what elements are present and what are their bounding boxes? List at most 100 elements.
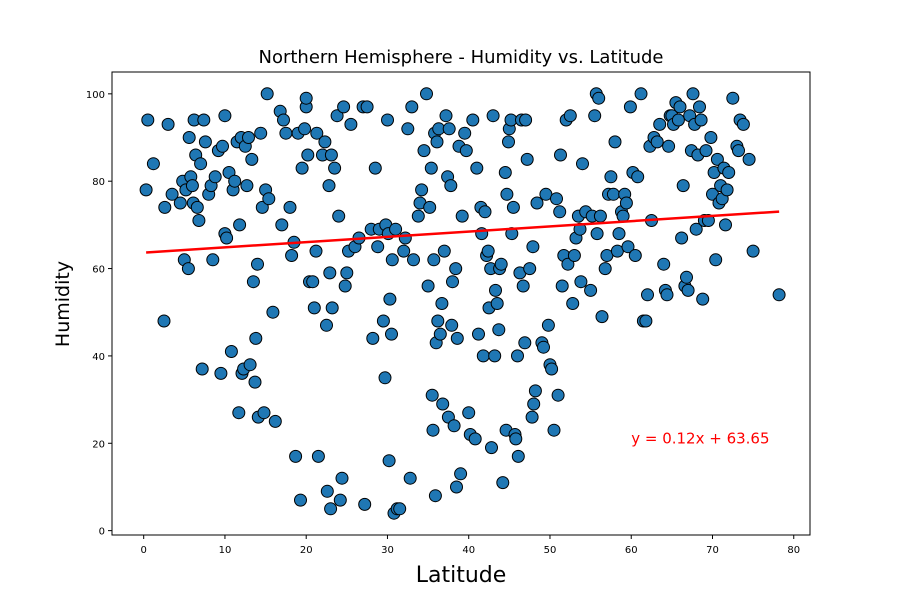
data-point — [439, 109, 453, 123]
data-point — [405, 100, 419, 114]
data-point — [437, 244, 451, 258]
data-point — [208, 170, 222, 184]
data-point — [251, 257, 264, 271]
data-point — [573, 222, 587, 236]
x-tick-label: 0 — [141, 545, 147, 556]
data-point — [567, 249, 581, 262]
data-point — [320, 484, 334, 498]
data-point — [194, 157, 208, 171]
data-point — [566, 297, 580, 310]
data-point — [181, 262, 195, 276]
data-point — [197, 113, 211, 127]
regression-equation: y = 0.12x + 63.65 — [631, 429, 769, 447]
plot-area-frame — [111, 71, 811, 536]
y-tick-label: 40 — [92, 352, 105, 363]
data-point — [500, 187, 514, 201]
data-point — [294, 493, 307, 507]
data-point — [693, 100, 706, 114]
data-point — [545, 362, 559, 376]
x-axis-ticks: 0 10 20 30 40 50 60 70 80 — [141, 535, 800, 556]
data-point — [554, 148, 567, 162]
data-point — [335, 471, 349, 485]
data-point — [523, 262, 537, 276]
data-point — [158, 200, 172, 214]
data-point — [248, 375, 262, 389]
y-tick-label: 100 — [86, 90, 105, 101]
data-point — [242, 131, 255, 144]
data-point — [650, 135, 664, 149]
data-point — [141, 113, 155, 127]
data-point — [604, 170, 618, 184]
data-point — [262, 192, 276, 206]
data-point — [298, 122, 312, 136]
data-point — [309, 244, 323, 258]
data-point — [450, 480, 463, 494]
data-point — [509, 432, 523, 446]
data-point — [526, 240, 540, 254]
data-point — [195, 362, 209, 376]
data-point — [378, 371, 392, 385]
data-point — [277, 113, 290, 127]
data-point — [555, 279, 569, 293]
data-point — [232, 406, 246, 420]
data-point — [710, 152, 724, 166]
data-point — [157, 314, 171, 328]
data-point — [216, 139, 229, 153]
data-point — [608, 135, 622, 149]
data-point — [489, 283, 502, 297]
data-point — [719, 218, 732, 232]
data-point — [722, 166, 736, 179]
data-point — [742, 152, 756, 166]
data-point — [696, 292, 710, 306]
x-tick-label: 50 — [544, 545, 557, 556]
data-point — [340, 266, 354, 280]
data-point — [360, 100, 374, 114]
data-point — [165, 187, 179, 201]
data-point — [505, 227, 519, 241]
data-point — [612, 227, 626, 241]
data-point — [561, 257, 575, 271]
data-point — [550, 192, 563, 206]
data-point — [243, 358, 257, 372]
data-point — [275, 218, 289, 232]
x-tick-label: 70 — [706, 545, 719, 556]
data-point — [301, 148, 315, 162]
x-axis-label: Latitude — [416, 563, 507, 588]
x-tick-label: 80 — [787, 545, 800, 556]
data-point — [537, 340, 550, 354]
data-point — [488, 349, 502, 363]
data-point — [268, 414, 282, 428]
data-point — [228, 174, 242, 188]
data-point — [254, 126, 268, 140]
data-point — [266, 305, 280, 319]
data-point — [520, 152, 534, 166]
data-point — [598, 262, 612, 276]
data-point — [445, 318, 459, 332]
data-point — [338, 279, 352, 293]
data-point — [676, 179, 690, 193]
data-point — [553, 205, 567, 219]
data-point — [320, 318, 333, 332]
data-point — [593, 209, 607, 223]
data-point — [289, 449, 303, 463]
x-tick-label: 10 — [219, 545, 232, 556]
data-point — [449, 262, 463, 276]
data-point — [525, 410, 539, 424]
data-point — [468, 432, 482, 446]
regression-line-group — [146, 210, 780, 254]
data-point — [673, 100, 687, 114]
data-point — [318, 135, 332, 149]
data-point — [323, 266, 337, 280]
data-point — [459, 144, 473, 158]
data-point — [383, 292, 397, 306]
data-point — [592, 91, 606, 105]
data-point — [420, 87, 433, 101]
regression-line — [146, 210, 780, 254]
data-point — [397, 244, 411, 258]
data-point — [295, 161, 309, 175]
data-point — [389, 222, 403, 236]
data-point — [245, 152, 259, 166]
data-point — [699, 144, 713, 158]
data-point — [447, 419, 461, 433]
data-point — [198, 135, 212, 149]
